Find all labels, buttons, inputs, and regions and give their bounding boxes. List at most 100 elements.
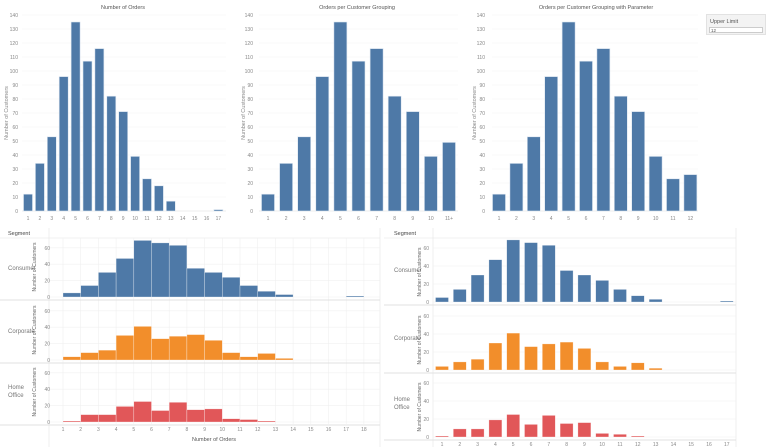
bar xyxy=(46,136,57,212)
y-tick-label: 0 xyxy=(426,300,429,306)
bar-home-office xyxy=(151,410,170,423)
y-tick-label: 20 xyxy=(479,181,485,187)
bar xyxy=(369,48,384,212)
bar-corporate xyxy=(524,346,538,371)
y-tick-label: 60 xyxy=(423,246,429,252)
x-tick-label: 6 xyxy=(150,427,153,433)
y-tick-label: 20 xyxy=(44,342,50,348)
segment-label: Consumer xyxy=(394,268,422,274)
y-tick-label: 0 xyxy=(482,209,485,215)
bar-corporate xyxy=(98,349,117,361)
x-tick-label: 17 xyxy=(216,216,222,222)
bar xyxy=(154,185,164,212)
x-tick-label: 7 xyxy=(168,427,171,433)
bar xyxy=(58,76,69,212)
x-tick-label: 1 xyxy=(62,427,65,433)
bar-corporate xyxy=(631,362,645,371)
bar-corporate xyxy=(470,358,485,371)
upper-limit-input[interactable]: 12 xyxy=(709,27,763,33)
y-axis-title: Number of Customers xyxy=(417,382,423,431)
y-axis-title: Number of Customers xyxy=(32,367,38,416)
x-tick-label: 1 xyxy=(267,216,270,222)
bar xyxy=(544,76,559,212)
x-tick-label: 12 xyxy=(635,442,641,447)
x-tick-label: 2 xyxy=(79,427,82,433)
bar xyxy=(666,178,680,212)
row-header: Segment xyxy=(394,231,416,237)
x-tick-label: 4 xyxy=(62,216,65,222)
x-tick-label: 2 xyxy=(39,216,42,222)
bar-corporate xyxy=(595,361,609,371)
x-axis-title: Number of Orders xyxy=(192,437,236,443)
x-tick-label: 14 xyxy=(671,442,677,447)
bar xyxy=(142,178,152,212)
bar-home-office xyxy=(524,424,538,438)
segment-label: Home Office xyxy=(8,385,25,399)
bar-home-office xyxy=(470,428,485,438)
x-tick-label: 15 xyxy=(192,216,198,222)
bar xyxy=(631,111,646,212)
bar-consumer xyxy=(168,245,188,298)
x-tick-label: 16 xyxy=(706,442,712,447)
y-tick-label: 60 xyxy=(44,246,50,252)
x-tick-label: 9 xyxy=(583,442,586,447)
x-tick-label: 17 xyxy=(343,427,349,433)
bar-consumer xyxy=(275,294,294,298)
x-tick-label: 1 xyxy=(441,442,444,447)
x-tick-label: 5 xyxy=(74,216,77,222)
bar xyxy=(261,193,275,212)
y-tick-label: 60 xyxy=(423,381,429,387)
x-tick-label: 3 xyxy=(476,442,479,447)
x-tick-label: 1 xyxy=(498,216,501,222)
x-tick-label: 8 xyxy=(393,216,396,222)
x-tick-label: 14 xyxy=(290,427,296,433)
bar xyxy=(648,156,663,212)
bar xyxy=(333,21,348,212)
y-tick-label: 40 xyxy=(423,332,429,338)
y-tick-label: 0 xyxy=(426,435,429,441)
y-tick-label: 60 xyxy=(423,314,429,320)
bar-consumer xyxy=(542,245,556,303)
bar xyxy=(315,76,330,212)
bar xyxy=(106,95,117,212)
y-tick-label: 40 xyxy=(247,153,253,159)
x-tick-label: 2 xyxy=(458,442,461,447)
bar xyxy=(526,136,541,212)
bar xyxy=(442,142,456,212)
y-tick-label: 0 xyxy=(15,209,18,215)
x-tick-label: 4 xyxy=(115,427,118,433)
y-tick-label: 20 xyxy=(423,282,429,288)
y-tick-label: 110 xyxy=(245,55,253,61)
bar-home-office xyxy=(577,422,592,438)
y-tick-label: 140 xyxy=(245,13,254,19)
y-tick-label: 90 xyxy=(247,83,253,89)
bar-corporate xyxy=(488,342,503,371)
x-tick-label: 8 xyxy=(619,216,622,222)
bar xyxy=(213,209,224,212)
bar-corporate xyxy=(151,338,170,361)
y-tick-label: 120 xyxy=(477,41,486,47)
y-tick-label: 40 xyxy=(44,262,50,268)
y-tick-label: 50 xyxy=(247,139,253,145)
bar-consumer xyxy=(577,274,592,303)
x-tick-label: 7 xyxy=(375,216,378,222)
segment-label: Consumer xyxy=(8,266,36,272)
x-tick-label: 7 xyxy=(547,442,550,447)
x-tick-label: 10 xyxy=(653,216,659,222)
bar-corporate xyxy=(275,358,294,361)
bar xyxy=(561,21,576,212)
bar-corporate xyxy=(168,335,188,361)
bar-consumer xyxy=(345,295,365,298)
bar-corporate xyxy=(80,352,99,361)
bar-consumer xyxy=(62,292,81,298)
bar-consumer xyxy=(506,239,520,303)
bar xyxy=(509,163,524,212)
x-tick-label: 9 xyxy=(122,216,125,222)
y-tick-label: 40 xyxy=(423,264,429,270)
y-tick-label: 40 xyxy=(12,153,18,159)
x-tick-label: 11 xyxy=(670,216,675,222)
bar-home-office xyxy=(80,414,99,423)
x-tick-label: 5 xyxy=(567,216,570,222)
